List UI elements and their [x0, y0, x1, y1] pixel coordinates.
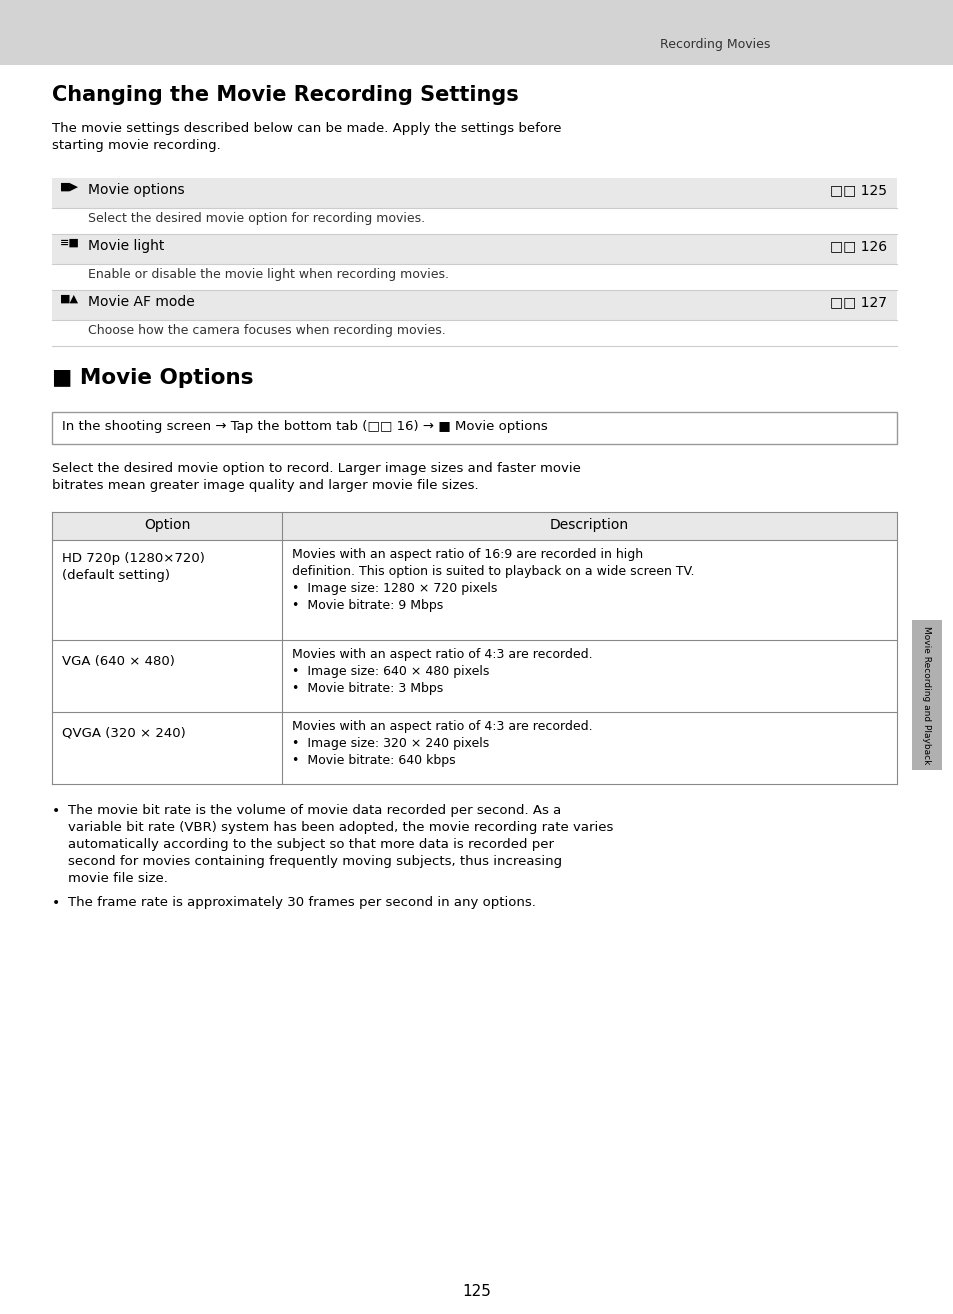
Text: Movie options: Movie options — [88, 183, 185, 197]
Text: □□ 125: □□ 125 — [829, 183, 886, 197]
Text: The frame rate is approximately 30 frames per second in any options.: The frame rate is approximately 30 frame… — [68, 896, 536, 909]
Text: The movie bit rate is the volume of movie data recorded per second. As a
variabl: The movie bit rate is the volume of movi… — [68, 804, 613, 886]
Bar — [52, 540, 896, 640]
Text: ■▲: ■▲ — [60, 294, 79, 304]
Text: HD 720p (1280×720)
(default setting): HD 720p (1280×720) (default setting) — [62, 552, 205, 582]
Text: QVGA (320 × 240): QVGA (320 × 240) — [62, 727, 186, 740]
Text: Select the desired movie option for recording movies.: Select the desired movie option for reco… — [88, 212, 425, 225]
Text: Recording Movies: Recording Movies — [659, 38, 770, 51]
Text: □□ 126: □□ 126 — [829, 239, 886, 254]
Text: Enable or disable the movie light when recording movies.: Enable or disable the movie light when r… — [88, 268, 449, 281]
Text: Description: Description — [549, 518, 628, 532]
Bar — [52, 290, 896, 321]
Text: 125: 125 — [462, 1284, 491, 1300]
Text: Movie AF mode: Movie AF mode — [88, 296, 194, 309]
Text: ≡■: ≡■ — [60, 238, 80, 248]
Text: Movie light: Movie light — [88, 239, 164, 254]
Text: Choose how the camera focuses when recording movies.: Choose how the camera focuses when recor… — [88, 325, 445, 336]
Text: ■▶: ■▶ — [60, 183, 79, 192]
Text: Changing the Movie Recording Settings: Changing the Movie Recording Settings — [52, 85, 518, 105]
Text: □□ 127: □□ 127 — [829, 296, 886, 309]
Text: The movie settings described below can be made. Apply the settings before
starti: The movie settings described below can b… — [52, 122, 561, 152]
Bar — [52, 208, 896, 234]
Bar — [52, 264, 896, 290]
Bar — [52, 177, 896, 208]
Text: •: • — [52, 896, 60, 911]
Text: Select the desired movie option to record. Larger image sizes and faster movie
b: Select the desired movie option to recor… — [52, 463, 580, 491]
Bar — [52, 512, 896, 540]
Bar — [52, 321, 896, 346]
Text: Movies with an aspect ratio of 16:9 are recorded in high
definition. This option: Movies with an aspect ratio of 16:9 are … — [292, 548, 694, 612]
Bar — [911, 620, 941, 770]
Text: ■ Movie Options: ■ Movie Options — [52, 368, 253, 388]
Text: VGA (640 × 480): VGA (640 × 480) — [62, 654, 174, 668]
Text: •: • — [52, 804, 60, 819]
Text: Movies with an aspect ratio of 4:3 are recorded.
•  Image size: 640 × 480 pixels: Movies with an aspect ratio of 4:3 are r… — [292, 648, 592, 695]
Text: Movie Recording and Playback: Movie Recording and Playback — [922, 625, 930, 765]
Bar — [0, 0, 953, 64]
Bar — [52, 640, 896, 712]
Text: In the shooting screen → Tap the bottom tab (□□ 16) → ■ Movie options: In the shooting screen → Tap the bottom … — [62, 420, 547, 434]
Bar — [52, 234, 896, 264]
Text: Movies with an aspect ratio of 4:3 are recorded.
•  Image size: 320 × 240 pixels: Movies with an aspect ratio of 4:3 are r… — [292, 720, 592, 767]
Bar — [52, 413, 896, 444]
Text: Option: Option — [144, 518, 190, 532]
Bar — [52, 712, 896, 784]
